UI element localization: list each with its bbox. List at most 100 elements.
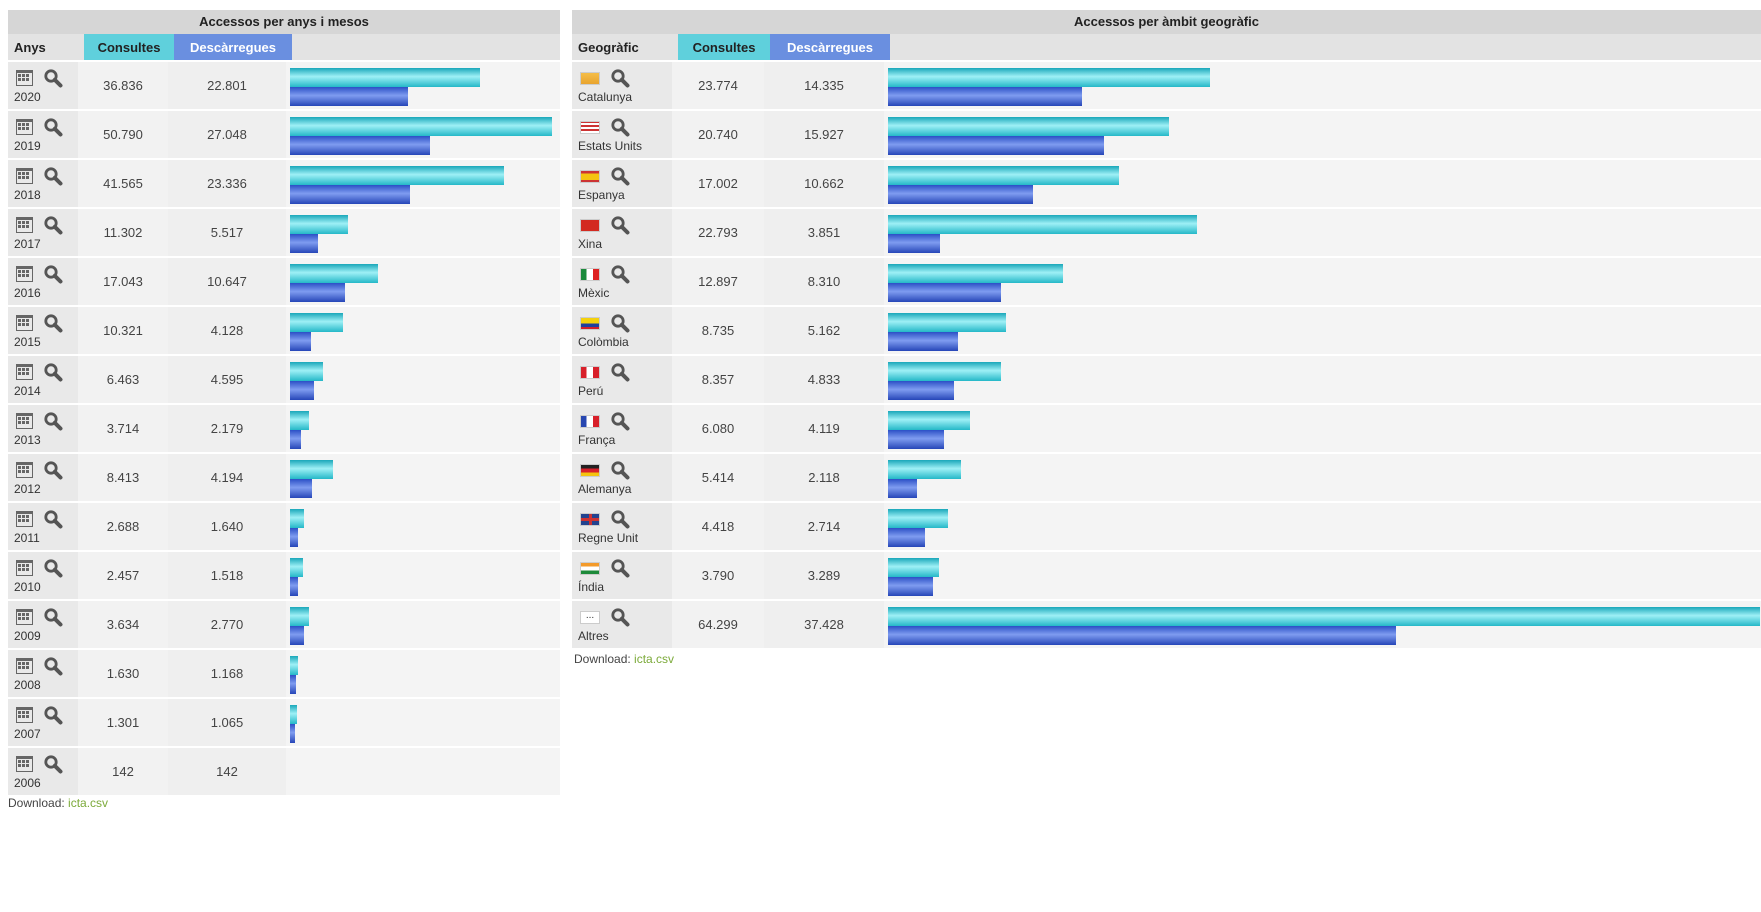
search-icon[interactable] [610, 509, 630, 529]
descarregues-value: 4.595 [168, 356, 286, 403]
row-label-cell: 2019 [8, 111, 78, 158]
search-icon[interactable] [610, 117, 630, 137]
calendar-icon[interactable] [16, 119, 33, 135]
calendar-icon[interactable] [16, 217, 33, 233]
search-icon[interactable] [43, 607, 63, 627]
calendar-icon[interactable] [16, 658, 33, 674]
calendar-icon[interactable] [16, 511, 33, 527]
table-row: 2013 3.714 2.179 [8, 403, 560, 452]
bar-cell [286, 699, 560, 746]
row-label: 2014 [14, 384, 41, 398]
search-icon[interactable] [43, 656, 63, 676]
search-icon[interactable] [610, 313, 630, 333]
download-link-geo[interactable]: icta.csv [634, 652, 675, 666]
row-icons [16, 558, 63, 578]
search-icon[interactable] [43, 411, 63, 431]
row-icons [16, 607, 63, 627]
search-icon[interactable] [43, 705, 63, 725]
descarregues-bar [290, 724, 295, 743]
descarregues-value: 8.310 [764, 258, 884, 305]
row-label: Alemanya [578, 482, 632, 496]
descarregues-value: 10.662 [764, 160, 884, 207]
search-icon[interactable] [43, 754, 63, 774]
search-icon[interactable] [43, 460, 63, 480]
row-icons [580, 460, 630, 480]
flag-spain-icon [580, 169, 600, 183]
table-row: Xina 22.793 3.851 [572, 207, 1761, 256]
consultes-value: 50.790 [78, 111, 168, 158]
consultes-bar [888, 264, 1063, 283]
calendar-icon[interactable] [16, 462, 33, 478]
calendar-icon[interactable] [16, 756, 33, 772]
descarregues-value: 1.065 [168, 699, 286, 746]
search-icon[interactable] [610, 166, 630, 186]
row-label: Xina [578, 237, 603, 251]
row-label-cell: Espanya [572, 160, 672, 207]
row-icons [16, 460, 63, 480]
descarregues-bar [888, 479, 917, 498]
bar-cell [286, 111, 560, 158]
search-icon[interactable] [610, 607, 630, 627]
row-label: 2016 [14, 286, 41, 300]
calendar-icon[interactable] [16, 707, 33, 723]
row-label-cell: Estats Units [572, 111, 672, 158]
search-icon[interactable] [610, 460, 630, 480]
search-icon[interactable] [43, 313, 63, 333]
calendar-icon[interactable] [16, 560, 33, 576]
calendar-icon[interactable] [16, 413, 33, 429]
search-icon[interactable] [610, 264, 630, 284]
search-icon[interactable] [610, 215, 630, 235]
consultes-bar [290, 656, 298, 675]
consultes-bar [888, 509, 948, 528]
descarregues-value: 14.335 [764, 62, 884, 109]
table-row: Regne Unit 4.418 2.714 [572, 501, 1761, 550]
row-icons [16, 68, 63, 88]
consultes-value: 8.357 [672, 356, 764, 403]
header-anys: Anys [14, 39, 46, 55]
calendar-icon[interactable] [16, 168, 33, 184]
row-icons [16, 166, 63, 186]
row-icons: ... [580, 607, 630, 627]
search-icon[interactable] [43, 362, 63, 382]
search-icon[interactable] [43, 117, 63, 137]
descarregues-bar [888, 381, 954, 400]
calendar-icon[interactable] [16, 364, 33, 380]
bar-cell [286, 160, 560, 207]
row-icons [16, 362, 63, 382]
row-label-cell: 2012 [8, 454, 78, 501]
calendar-icon[interactable] [16, 609, 33, 625]
descarregues-value: 2.118 [764, 454, 884, 501]
search-icon[interactable] [43, 509, 63, 529]
row-label: Índia [578, 580, 605, 594]
consultes-bar [290, 215, 348, 234]
search-icon[interactable] [43, 264, 63, 284]
search-icon[interactable] [610, 411, 630, 431]
bar-cell [884, 307, 1761, 354]
row-label-cell: 2006 [8, 748, 78, 795]
calendar-icon[interactable] [16, 70, 33, 86]
search-icon[interactable] [610, 362, 630, 382]
search-icon[interactable] [43, 558, 63, 578]
row-icons [16, 117, 63, 137]
calendar-icon[interactable] [16, 315, 33, 331]
header-descarregues: Descàrregues [770, 34, 890, 60]
row-label-cell: 2015 [8, 307, 78, 354]
search-icon[interactable] [610, 558, 630, 578]
table-row: 2016 17.043 10.647 [8, 256, 560, 305]
row-label: 2011 [14, 531, 40, 545]
row-label: 2008 [14, 678, 41, 692]
search-icon[interactable] [43, 215, 63, 235]
search-icon[interactable] [43, 166, 63, 186]
search-icon[interactable] [43, 68, 63, 88]
row-label: Estats Units [578, 139, 643, 153]
calendar-icon[interactable] [16, 266, 33, 282]
table-row: 2015 10.321 4.128 [8, 305, 560, 354]
descarregues-value: 4.833 [764, 356, 884, 403]
download-link-years[interactable]: icta.csv [68, 796, 109, 810]
search-icon[interactable] [610, 68, 630, 88]
flag-mexico-icon [580, 267, 600, 281]
row-icons [580, 362, 630, 382]
geo-table-header: Geogràfic Consultes Descàrregues [572, 34, 1761, 60]
consultes-value: 142 [78, 748, 168, 795]
consultes-value: 10.321 [78, 307, 168, 354]
